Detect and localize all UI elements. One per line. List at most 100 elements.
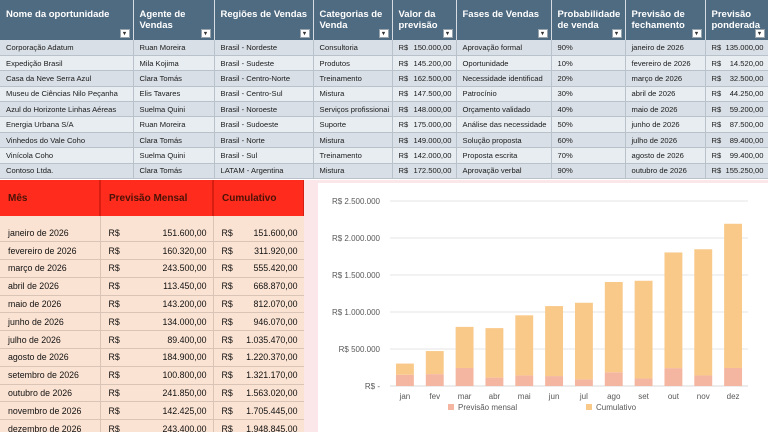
cell-phase[interactable]: Solução proposta [456,132,552,149]
cell-value[interactable]: R$ 148.000,00 [392,101,457,118]
cell-category[interactable]: Mistura [313,86,393,103]
cell-value[interactable]: R$ 175.000,00 [392,116,457,133]
cell-probability[interactable]: 40% [551,101,626,118]
filter-dropdown-icon[interactable]: ▾ [378,29,389,38]
cell-cumulative[interactable]: R$ 1.220.370,00 [213,348,305,367]
cell-weighted[interactable]: R$ 87.500,00 [705,116,768,133]
cell-month[interactable]: fevereiro de 2026 [0,241,101,261]
cell-close[interactable]: fevereiro de 2026 [625,55,706,72]
header-month[interactable]: Mês [0,180,101,216]
cell-value[interactable]: R$ 162.500,00 [392,70,457,87]
cell-monthly[interactable]: R$ 243.400,00 [100,419,214,432]
cell-phase[interactable]: Orçamento validado [456,101,552,118]
cell-weighted[interactable]: R$ 14.520,00 [705,55,768,72]
cell-cumulative[interactable]: R$ 151.600,00 [213,224,305,243]
cell-monthly[interactable]: R$ 241.850,00 [100,384,214,403]
filter-dropdown-icon[interactable]: ▾ [119,29,130,38]
cell-month[interactable]: setembro de 2026 [0,366,101,385]
cell-agent[interactable]: Ruan Moreira [133,40,215,56]
column-header[interactable]: Nome da oportunidade ▾ [0,0,134,40]
cell-phase[interactable]: Análise das necessidade [456,116,552,133]
cell-region[interactable]: Brasil - Centro-Sul [214,86,314,103]
cell-close[interactable]: outubro de 2026 [625,163,706,180]
cell-month[interactable]: agosto de 2026 [0,348,101,367]
cell-monthly[interactable]: R$ 143.200,00 [100,295,214,314]
cell-cumulative[interactable]: R$ 1.948.845,00 [213,419,305,432]
cell-value[interactable]: R$ 149.000,00 [392,132,457,149]
cell-value[interactable]: R$ 172.500,00 [392,163,457,180]
cell-probability[interactable]: 30% [551,86,626,103]
cell-cumulative[interactable]: R$ 812.070,00 [213,295,305,314]
cell-cumulative[interactable]: R$ 1.563.020,00 [213,384,305,403]
column-header[interactable]: Regiões de Vendas ▾ [214,0,314,40]
cell-category[interactable]: Serviços profissionai [313,101,393,118]
cell-probability[interactable]: 10% [551,55,626,72]
cell-name[interactable]: Vinícola Coho [0,147,134,164]
cell-agent[interactable]: Clara Tomás [133,163,215,180]
cell-phase[interactable]: Necessidade identificad [456,70,552,87]
cell-month[interactable]: novembro de 2026 [0,401,101,421]
cell-region[interactable]: LATAM - Argentina [214,163,314,180]
cell-region[interactable]: Brasil - Sudoeste [214,116,314,133]
cell-category[interactable]: Mistura [313,132,393,149]
filter-dropdown-icon[interactable]: ▾ [200,29,211,38]
cell-category[interactable]: Mistura [313,163,393,180]
cell-weighted[interactable]: R$ 135.000,00 [705,40,768,56]
cell-category[interactable]: Produtos [313,55,393,72]
column-header[interactable]: Previsão ponderada ▾ [705,0,768,40]
cell-month[interactable]: março de 2026 [0,259,101,278]
cell-name[interactable]: Azul do Horizonte Linhas Aéreas [0,101,134,118]
cell-name[interactable]: Vinhedos do Vale Coho [0,132,134,149]
cell-month[interactable]: maio de 2026 [0,295,101,314]
cell-monthly[interactable]: R$ 113.450,00 [100,277,214,296]
cell-name[interactable]: Energia Urbana S/A [0,116,134,133]
column-header[interactable]: Categorias de Venda ▾ [313,0,393,40]
cell-weighted[interactable]: R$ 155.250,00 [705,163,768,180]
cell-month[interactable]: julho de 2026 [0,330,101,350]
header-monthly-forecast[interactable]: Previsão Mensal [100,180,214,216]
cell-cumulative[interactable]: R$ 311.920,00 [213,241,305,261]
cell-probability[interactable]: 90% [551,40,626,56]
cell-cumulative[interactable]: R$ 668.870,00 [213,277,305,296]
cell-close[interactable]: janeiro de 2026 [625,40,706,56]
filter-dropdown-icon[interactable]: ▾ [299,29,310,38]
cell-agent[interactable]: Suelma Quini [133,101,215,118]
cell-cumulative[interactable]: R$ 555.420,00 [213,259,305,278]
cell-agent[interactable]: Clara Tomás [133,132,215,149]
cell-close[interactable]: junho de 2026 [625,116,706,133]
cell-weighted[interactable]: R$ 59.200,00 [705,101,768,118]
cell-probability[interactable]: 90% [551,163,626,180]
cell-category[interactable]: Treinamento [313,147,393,164]
cell-category[interactable]: Treinamento [313,70,393,87]
cell-close[interactable]: maio de 2026 [625,101,706,118]
cell-monthly[interactable]: R$ 100.800,00 [100,366,214,385]
cell-monthly[interactable]: R$ 151.600,00 [100,224,214,243]
forecast-chart[interactable]: R$ - R$ 500.000 R$ 1.000.000 R$ 1.500.000 R$… [318,183,768,432]
cell-region[interactable]: Brasil - Noroeste [214,101,314,118]
cell-weighted[interactable]: R$ 32.500,00 [705,70,768,87]
column-header[interactable]: Valor da previsão ▾ [392,0,457,40]
cell-agent[interactable]: Ruan Moreira [133,116,215,133]
cell-value[interactable]: R$ 150.000,00 [392,40,457,56]
cell-monthly[interactable]: R$ 134.000,00 [100,312,214,332]
cell-monthly[interactable]: R$ 243.500,00 [100,259,214,278]
cell-monthly[interactable]: R$ 142.425,00 [100,401,214,421]
cell-weighted[interactable]: R$ 44.250,00 [705,86,768,103]
cell-phase[interactable]: Aprovação verbal [456,163,552,180]
cell-close[interactable]: março de 2026 [625,70,706,87]
cell-phase[interactable]: Patrocínio [456,86,552,103]
cell-name[interactable]: Contoso Ltda. [0,163,134,180]
cell-phase[interactable]: Oportunidade [456,55,552,72]
cell-cumulative[interactable]: R$ 1.321.170,00 [213,366,305,385]
cell-agent[interactable]: Elis Tavares [133,86,215,103]
column-header[interactable]: Probabilidade de venda ▾ [551,0,626,40]
cell-phase[interactable]: Proposta escrita [456,147,552,164]
cell-cumulative[interactable]: R$ 1.705.445,00 [213,401,305,421]
header-cumulative[interactable]: Cumulativo [213,180,305,216]
cell-category[interactable]: Consultoria [313,40,393,56]
filter-dropdown-icon[interactable]: ▾ [442,29,453,38]
cell-monthly[interactable]: R$ 184.900,00 [100,348,214,367]
cell-value[interactable]: R$ 147.500,00 [392,86,457,103]
cell-phase[interactable]: Aprovação formal [456,40,552,56]
cell-name[interactable]: Casa da Neve Serra Azul [0,70,134,87]
